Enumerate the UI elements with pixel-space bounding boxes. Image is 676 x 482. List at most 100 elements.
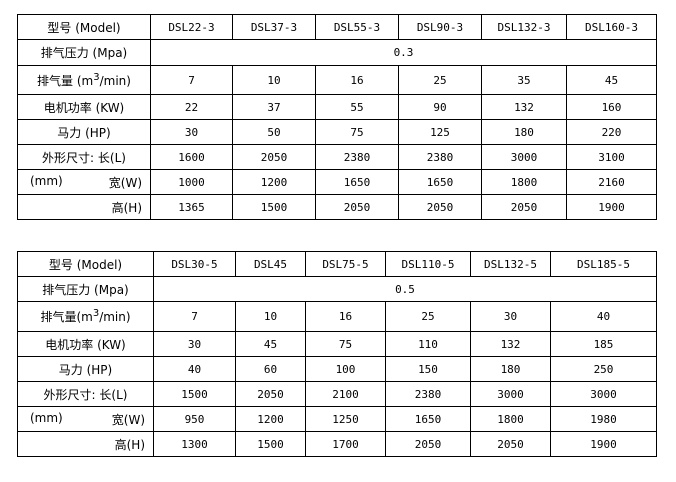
width-cell: 1650 — [385, 406, 471, 432]
model-header: DSL45 — [235, 251, 306, 277]
height-cell: 2050 — [481, 194, 567, 220]
label-power: 电机功率 (KW) — [17, 94, 151, 120]
width-cell: 1000 — [150, 169, 233, 195]
hp-cell: 150 — [385, 356, 471, 382]
width-cell: 1250 — [305, 406, 386, 432]
label-length: 外形尺寸: 长(L) — [17, 381, 154, 407]
height-cell: 1500 — [232, 194, 316, 220]
height-cell: 1700 — [305, 431, 386, 457]
spec-table-03mpa: 型号 (Model) DSL22-3 DSL37-3 DSL55-3 DSL90-3 DS… — [17, 14, 657, 220]
label-height: 高(H) — [17, 431, 154, 457]
length-cell: 1600 — [150, 144, 233, 170]
hp-cell: 250 — [550, 356, 657, 382]
label-model: 型号 (Model) — [17, 14, 151, 40]
hp-cell: 60 — [235, 356, 306, 382]
length-cell: 2380 — [385, 381, 471, 407]
model-header: DSL37-3 — [232, 14, 316, 40]
model-header: DSL132-5 — [470, 251, 551, 277]
flow-cell: 16 — [305, 301, 386, 332]
label-hp: 马力 (HP) — [17, 119, 151, 145]
flow-cell: 16 — [315, 65, 399, 95]
model-header: DSL160-3 — [566, 14, 657, 40]
power-cell: 110 — [385, 331, 471, 357]
height-cell: 2050 — [398, 194, 482, 220]
power-cell: 132 — [470, 331, 551, 357]
hp-cell: 125 — [398, 119, 482, 145]
label-power: 电机功率 (KW) — [17, 331, 154, 357]
label-width: (mm) 宽(W) — [17, 169, 151, 195]
length-cell: 2050 — [235, 381, 306, 407]
hp-cell: 180 — [470, 356, 551, 382]
hp-cell: 100 — [305, 356, 386, 382]
flow-cell: 25 — [385, 301, 471, 332]
height-cell: 2050 — [470, 431, 551, 457]
flow-cell: 7 — [150, 65, 233, 95]
length-cell: 2380 — [398, 144, 482, 170]
flow-cell: 40 — [550, 301, 657, 332]
model-header: DSL55-3 — [315, 14, 399, 40]
length-cell: 3000 — [470, 381, 551, 407]
power-cell: 37 — [232, 94, 316, 120]
flow-cell: 10 — [235, 301, 306, 332]
length-cell: 1500 — [153, 381, 236, 407]
model-header: DSL22-3 — [150, 14, 233, 40]
flow-cell: 10 — [232, 65, 316, 95]
power-cell: 30 — [153, 331, 236, 357]
hp-cell: 180 — [481, 119, 567, 145]
width-cell: 1200 — [235, 406, 306, 432]
height-cell: 1500 — [235, 431, 306, 457]
width-cell: 1650 — [315, 169, 399, 195]
spec-table-05mpa: 型号 (Model) DSL30-5 DSL45 DSL75-5 DSL110-5 DSL… — [17, 251, 657, 457]
height-cell: 1300 — [153, 431, 236, 457]
height-cell: 1900 — [550, 431, 657, 457]
label-width: (mm) 宽(W) — [17, 406, 154, 432]
flow-cell: 7 — [153, 301, 236, 332]
height-cell: 2050 — [315, 194, 399, 220]
height-cell: 1365 — [150, 194, 233, 220]
power-cell: 22 — [150, 94, 233, 120]
width-cell: 2160 — [566, 169, 657, 195]
power-cell: 75 — [305, 331, 386, 357]
label-flow: 排气量 (m3/min) — [17, 65, 151, 95]
width-cell: 1800 — [481, 169, 567, 195]
hp-cell: 220 — [566, 119, 657, 145]
label-flow: 排气量(m3/min) — [17, 301, 154, 332]
model-header: DSL30-5 — [153, 251, 236, 277]
hp-cell: 50 — [232, 119, 316, 145]
length-cell: 3100 — [566, 144, 657, 170]
label-height: 高(H) — [17, 194, 151, 220]
flow-cell: 35 — [481, 65, 567, 95]
power-cell: 90 — [398, 94, 482, 120]
length-cell: 3000 — [550, 381, 657, 407]
length-cell: 2050 — [232, 144, 316, 170]
width-cell: 1200 — [232, 169, 316, 195]
model-header: DSL185-5 — [550, 251, 657, 277]
label-length: 外形尺寸: 长(L) — [17, 144, 151, 170]
length-cell: 2380 — [315, 144, 399, 170]
hp-cell: 40 — [153, 356, 236, 382]
label-model: 型号 (Model) — [17, 251, 154, 277]
power-cell: 185 — [550, 331, 657, 357]
height-cell: 1900 — [566, 194, 657, 220]
hp-cell: 75 — [315, 119, 399, 145]
model-header: DSL90-3 — [398, 14, 482, 40]
flow-cell: 45 — [566, 65, 657, 95]
power-cell: 132 — [481, 94, 567, 120]
width-cell: 1980 — [550, 406, 657, 432]
pressure-value: 0.3 — [150, 39, 657, 66]
flow-cell: 25 — [398, 65, 482, 95]
width-cell: 950 — [153, 406, 236, 432]
power-cell: 160 — [566, 94, 657, 120]
model-header: DSL132-3 — [481, 14, 567, 40]
power-cell: 55 — [315, 94, 399, 120]
flow-cell: 30 — [470, 301, 551, 332]
power-cell: 45 — [235, 331, 306, 357]
width-cell: 1800 — [470, 406, 551, 432]
length-cell: 3000 — [481, 144, 567, 170]
model-header: DSL75-5 — [305, 251, 386, 277]
height-cell: 2050 — [385, 431, 471, 457]
label-pressure: 排气压力 (Mpa) — [17, 39, 151, 66]
width-cell: 1650 — [398, 169, 482, 195]
length-cell: 2100 — [305, 381, 386, 407]
model-header: DSL110-5 — [385, 251, 471, 277]
